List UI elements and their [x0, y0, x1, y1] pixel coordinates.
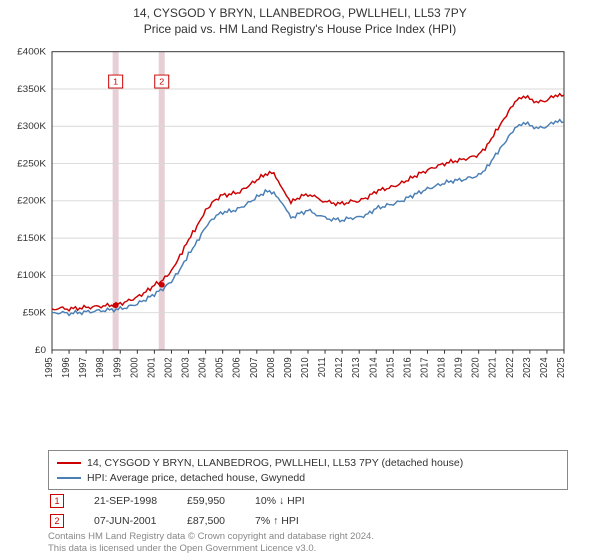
- svg-text:2005: 2005: [214, 357, 225, 378]
- legend-item: 14, CYSGOD Y BRYN, LLANBEDROG, PWLLHELI,…: [57, 455, 559, 470]
- svg-text:2018: 2018: [436, 357, 447, 378]
- svg-text:£300K: £300K: [17, 121, 46, 132]
- transaction-marker-box: 2: [50, 514, 64, 528]
- svg-text:2017: 2017: [419, 357, 430, 378]
- svg-text:2015: 2015: [385, 357, 396, 378]
- transaction-date: 21-SEP-1998: [94, 492, 185, 510]
- chart-title-sub: Price paid vs. HM Land Registry's House …: [0, 22, 600, 36]
- svg-text:2021: 2021: [487, 357, 498, 378]
- legend-swatch: [57, 477, 81, 479]
- svg-text:£150K: £150K: [17, 233, 46, 244]
- svg-text:2000: 2000: [129, 357, 140, 378]
- svg-text:£0: £0: [35, 345, 46, 356]
- transaction-marker-cell: 1: [50, 492, 92, 510]
- svg-text:1996: 1996: [61, 357, 72, 378]
- svg-text:1995: 1995: [44, 357, 55, 378]
- svg-text:2014: 2014: [368, 357, 379, 378]
- svg-text:2002: 2002: [163, 357, 174, 378]
- transaction-price: £87,500: [187, 512, 253, 530]
- svg-text:2: 2: [159, 77, 164, 87]
- legend-swatch: [57, 462, 81, 464]
- transaction-delta: 10% ↓ HPI: [255, 492, 333, 510]
- svg-text:2007: 2007: [249, 357, 260, 378]
- svg-text:2025: 2025: [556, 357, 567, 378]
- svg-text:2009: 2009: [283, 357, 294, 378]
- svg-text:2006: 2006: [231, 357, 242, 378]
- legend-item: HPI: Average price, detached house, Gwyn…: [57, 470, 559, 485]
- svg-text:1999: 1999: [112, 357, 123, 378]
- svg-text:2008: 2008: [266, 357, 277, 378]
- footer-line-2: This data is licensed under the Open Gov…: [48, 543, 374, 554]
- svg-text:2020: 2020: [470, 357, 481, 378]
- svg-text:£50K: £50K: [23, 308, 47, 319]
- transaction-price: £59,950: [187, 492, 253, 510]
- transaction-row: 1 21-SEP-1998£59,95010% ↓ HPI: [50, 492, 333, 510]
- svg-text:2010: 2010: [300, 357, 311, 378]
- legend-label: HPI: Average price, detached house, Gwyn…: [87, 472, 305, 484]
- svg-text:2011: 2011: [317, 357, 328, 377]
- chart-title-block: 14, CYSGOD Y BRYN, LLANBEDROG, PWLLHELI,…: [0, 0, 600, 36]
- svg-text:1997: 1997: [78, 357, 89, 378]
- svg-text:2013: 2013: [351, 357, 362, 378]
- svg-text:2024: 2024: [539, 357, 550, 378]
- footer-attribution: Contains HM Land Registry data © Crown c…: [48, 531, 374, 554]
- svg-text:1: 1: [113, 77, 118, 87]
- legend-label: 14, CYSGOD Y BRYN, LLANBEDROG, PWLLHELI,…: [87, 457, 463, 469]
- footer-line-1: Contains HM Land Registry data © Crown c…: [48, 531, 374, 542]
- svg-text:2016: 2016: [402, 357, 413, 378]
- svg-text:£350K: £350K: [17, 84, 46, 95]
- svg-text:£100K: £100K: [17, 271, 46, 282]
- transaction-date: 07-JUN-2001: [94, 512, 185, 530]
- transactions-table: 1 21-SEP-1998£59,95010% ↓ HPI 2 07-JUN-2001…: [48, 490, 335, 532]
- transaction-row: 2 07-JUN-2001£87,5007% ↑ HPI: [50, 512, 333, 530]
- chart-title-main: 14, CYSGOD Y BRYN, LLANBEDROG, PWLLHELI,…: [0, 6, 600, 20]
- legend: 14, CYSGOD Y BRYN, LLANBEDROG, PWLLHELI,…: [48, 450, 568, 490]
- svg-text:1998: 1998: [95, 357, 106, 378]
- svg-text:2019: 2019: [453, 357, 464, 378]
- svg-text:£200K: £200K: [17, 196, 46, 207]
- svg-text:2004: 2004: [197, 357, 208, 378]
- price-chart: £0£50K£100K£150K£200K£250K£300K£350K£400…: [48, 48, 568, 400]
- svg-text:£250K: £250K: [17, 159, 46, 170]
- transaction-marker-cell: 2: [50, 512, 92, 530]
- transaction-delta: 7% ↑ HPI: [255, 512, 333, 530]
- svg-text:2023: 2023: [522, 357, 533, 378]
- svg-text:2003: 2003: [180, 357, 191, 378]
- svg-text:2022: 2022: [505, 357, 516, 378]
- transaction-marker-box: 1: [50, 494, 64, 508]
- svg-text:£400K: £400K: [17, 47, 46, 58]
- svg-text:2001: 2001: [146, 357, 157, 378]
- svg-text:2012: 2012: [334, 357, 345, 378]
